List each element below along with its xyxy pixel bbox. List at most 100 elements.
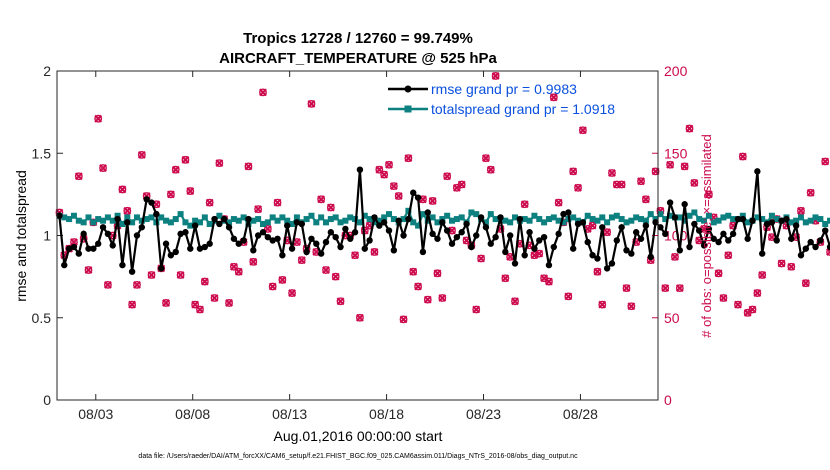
totalspread-point — [415, 222, 422, 229]
totalspread-point — [773, 216, 780, 223]
rmse-point — [797, 252, 805, 259]
totalspread-point — [129, 219, 136, 226]
obs-count-marker — [787, 262, 796, 271]
totalspread-point — [512, 214, 519, 221]
rmse-point — [778, 217, 785, 224]
totalspread-point — [104, 214, 111, 221]
totalspread-point — [327, 216, 334, 223]
obs-count-marker — [278, 276, 287, 284]
totalspread-point — [308, 212, 315, 219]
totalspread-point — [802, 219, 809, 226]
rmse-point — [75, 250, 83, 257]
rmse-point — [187, 245, 194, 252]
chart-title-line1: Tropics 12728 / 12760 = 99.749% — [243, 30, 473, 47]
rmse-point — [759, 250, 766, 257]
rmse-point — [720, 230, 727, 238]
obs-count-marker — [99, 164, 107, 172]
obs-count-marker — [259, 88, 267, 97]
rmse-point — [584, 238, 591, 246]
totalspread-point — [163, 217, 170, 224]
legend-spread-label: totalspread grand pr = 1.0918 — [431, 101, 615, 117]
obs-count-marker — [680, 162, 689, 171]
obs-count-marker — [336, 297, 345, 306]
obs-count-marker — [734, 300, 742, 309]
totalspread-point — [240, 214, 247, 221]
totalspread-point — [182, 219, 189, 226]
totalspread-point — [575, 217, 582, 224]
totalspread-point — [662, 216, 669, 223]
rmse-point — [652, 219, 659, 226]
rmse-point — [695, 227, 703, 234]
totalspread-point — [642, 217, 649, 224]
rmse-point — [94, 240, 102, 247]
totalspread-point — [521, 216, 528, 223]
rmse-point — [109, 242, 116, 249]
obs-count-marker — [414, 282, 422, 291]
totalspread-point — [269, 214, 276, 221]
rmse-point — [264, 233, 272, 241]
rmse-point — [327, 229, 335, 236]
rmse-point — [158, 265, 165, 272]
rmse-point — [317, 250, 325, 257]
totalspread-point — [502, 217, 509, 224]
obs-count-marker — [74, 172, 83, 181]
obs-count-marker — [641, 195, 650, 204]
totalspread-point — [555, 217, 562, 224]
rmse-point — [211, 215, 218, 223]
obs-count-marker — [385, 160, 393, 169]
totalspread-point — [66, 216, 73, 223]
totalspread-point — [192, 217, 199, 224]
obs-count-marker — [690, 178, 699, 187]
totalspread-point — [793, 217, 800, 224]
rmse-point — [506, 232, 514, 239]
obs-count-marker — [162, 299, 170, 307]
obs-count-marker — [326, 203, 335, 212]
obs-count-marker — [671, 252, 679, 261]
totalspread-point — [264, 219, 271, 226]
totalspread-point — [807, 217, 814, 224]
totalspread-point — [739, 212, 746, 219]
totalspread-point — [158, 214, 165, 221]
totalspread-point — [100, 217, 107, 224]
rmse-point — [104, 230, 112, 238]
obs-count-marker — [545, 277, 553, 286]
rmse-point — [628, 250, 635, 257]
rmse-point — [599, 224, 606, 231]
rmse-point — [385, 227, 393, 234]
rmse-point — [749, 217, 756, 224]
rmse-point — [410, 189, 417, 196]
rmse-point — [390, 247, 398, 254]
rmse-point — [274, 235, 281, 242]
y-tick-label: 0 — [43, 392, 51, 408]
obs-count-marker — [675, 284, 684, 293]
totalspread-point — [386, 211, 393, 218]
rmse-point — [555, 230, 562, 238]
obs-count-marker — [598, 300, 607, 309]
rmse-point — [293, 219, 301, 226]
totalspread-point — [676, 214, 683, 221]
rmse-point — [439, 219, 446, 226]
totalspread-point — [124, 214, 131, 221]
totalspread-point — [681, 217, 688, 224]
rmse-point — [536, 237, 543, 244]
obs-count-marker — [666, 160, 675, 169]
rmse-point — [269, 237, 276, 244]
obs-count-marker — [491, 72, 500, 80]
obs-count-marker — [317, 195, 326, 204]
totalspread-point — [710, 219, 717, 226]
totalspread-point — [797, 214, 804, 221]
totalspread-point — [468, 209, 475, 216]
totalspread-point — [293, 214, 300, 221]
obs-count-marker — [249, 257, 258, 266]
rmse-point — [443, 227, 451, 234]
rmse-point — [739, 215, 747, 223]
rmse-point — [768, 219, 776, 226]
x-tick-label: 08/23 — [466, 406, 501, 422]
totalspread-point — [686, 212, 693, 219]
totalspread-point — [560, 219, 567, 226]
obs-count-marker — [356, 313, 364, 322]
totalspread-point — [667, 212, 674, 219]
obs-count-marker — [186, 187, 195, 195]
rmse-point — [308, 235, 315, 242]
y2-tick-label: 0 — [664, 392, 672, 408]
